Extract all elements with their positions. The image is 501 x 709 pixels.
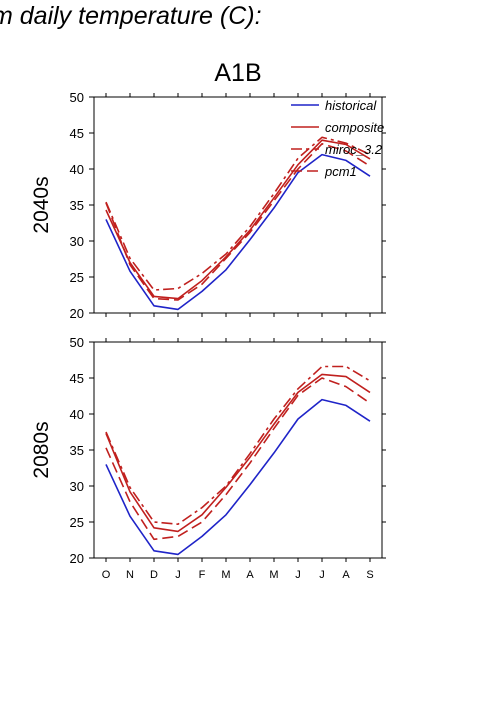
y-tick-label: 40 xyxy=(70,407,84,422)
y-tick-label: 40 xyxy=(70,162,84,177)
panel-label: 2040s xyxy=(30,176,53,233)
series-line-historical xyxy=(105,153,371,311)
series-line-historical xyxy=(105,398,371,556)
series-line-pcm1 xyxy=(105,377,371,541)
chart-panels: 20 25 30 35 40 45 50 2040s historical composite mi… xyxy=(30,90,386,581)
y-tick-label: 35 xyxy=(70,443,84,458)
series-line-miroc-3-2 xyxy=(105,365,371,526)
series-line-composite xyxy=(105,373,371,533)
y-tick-label: 30 xyxy=(70,234,84,249)
y-tick-label: 35 xyxy=(70,198,84,213)
y-tick-label: 25 xyxy=(70,515,84,530)
x-tick-label: A xyxy=(246,569,254,581)
y-tick-label: 30 xyxy=(70,479,84,494)
series-line-miroc-3-2 xyxy=(105,136,371,291)
legend-label-composite: composite xyxy=(325,120,384,135)
x-tick-label: N xyxy=(126,569,134,581)
panel-2040s: 20 25 30 35 40 45 50 2040s historical composite mi… xyxy=(30,90,386,321)
x-tick-label: J xyxy=(295,569,301,581)
chart-subtitle: A1B xyxy=(214,59,261,87)
x-tick-label: J xyxy=(319,569,325,581)
x-tick-label: F xyxy=(199,569,206,581)
y-tick-label: 50 xyxy=(70,335,84,350)
x-tick-label: M xyxy=(221,569,230,581)
y-tick-label: 45 xyxy=(70,371,84,386)
y-tick-label: 25 xyxy=(70,270,84,285)
page-heading: m daily temperature (C): xyxy=(0,2,262,30)
x-tick-label: O xyxy=(102,569,111,581)
panel-2080s: 20 25 30 35 40 45 50 O N D J F M A M J J A S 2080s xyxy=(30,335,386,581)
series-line-pcm1 xyxy=(105,143,371,301)
x-tick-label: D xyxy=(150,569,158,581)
y-tick-label: 50 xyxy=(70,90,84,105)
chart-legend: historical composite miroc_3.2 pcm1 xyxy=(291,98,384,179)
x-tick-label: J xyxy=(175,569,181,581)
legend-label-miroc-3-2: miroc_3.2 xyxy=(325,142,383,157)
y-tick-label: 20 xyxy=(70,306,84,321)
series-line-composite xyxy=(105,139,371,300)
panel-label: 2080s xyxy=(30,421,53,478)
y-tick-label: 45 xyxy=(70,126,84,141)
x-tick-label: M xyxy=(269,569,278,581)
legend-label-historical: historical xyxy=(325,98,377,113)
y-tick-label: 20 xyxy=(70,551,84,566)
x-tick-label: A xyxy=(342,569,350,581)
x-tick-label: S xyxy=(366,569,373,581)
legend-label-pcm1: pcm1 xyxy=(324,164,357,179)
